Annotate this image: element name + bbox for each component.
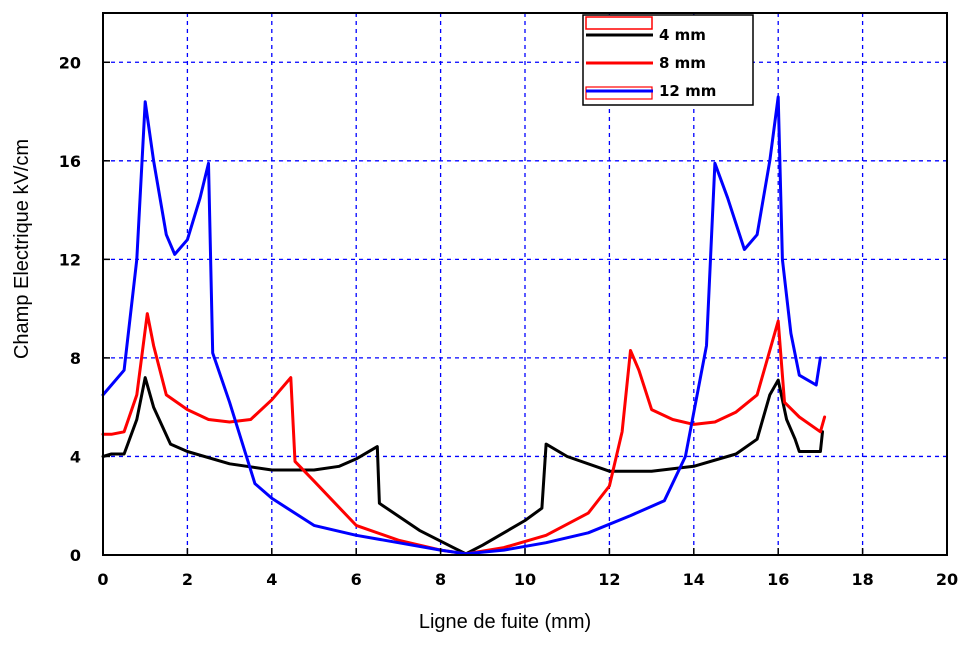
y-tick-label: 0 — [70, 546, 81, 565]
series-lines — [101, 95, 827, 556]
legend-marker-box — [585, 16, 653, 30]
y-tick-label: 16 — [59, 152, 81, 171]
y-tick-label: 20 — [59, 53, 81, 72]
y-axis-title: Champ Electrique kV/cm — [11, 139, 33, 359]
legend: 4 mm 8 mm 12 mm — [582, 14, 754, 106]
x-tick-label: 8 — [435, 570, 446, 589]
x-tick-label: 2 — [182, 570, 193, 589]
x-tick-label: 18 — [851, 570, 873, 589]
legend-marker-box — [585, 86, 653, 100]
x-tick-label: 12 — [598, 570, 620, 589]
legend-label: 4 mm — [659, 26, 706, 44]
series-line-12-mm — [101, 95, 822, 556]
x-tick-label: 20 — [936, 570, 958, 589]
x-tick-label: 14 — [683, 570, 705, 589]
x-tick-label: 6 — [351, 570, 362, 589]
series-line-4-mm — [101, 376, 824, 556]
x-axis-title: Ligne de fuite (mm) — [419, 611, 591, 633]
y-tick-label: 4 — [70, 447, 81, 466]
x-tick-label: 4 — [266, 570, 277, 589]
x-tick-label: 10 — [514, 570, 536, 589]
axis-ticks: 0 2 4 6 8 10 12 14 16 18 20 0 4 8 12 16 20 — [59, 53, 958, 589]
x-tick-label: 0 — [97, 570, 108, 589]
y-tick-label: 8 — [70, 349, 81, 368]
y-tick-label: 12 — [59, 250, 81, 269]
x-tick-label: 16 — [767, 570, 789, 589]
legend-label: 8 mm — [659, 54, 706, 72]
legend-label: 12 mm — [659, 82, 716, 100]
